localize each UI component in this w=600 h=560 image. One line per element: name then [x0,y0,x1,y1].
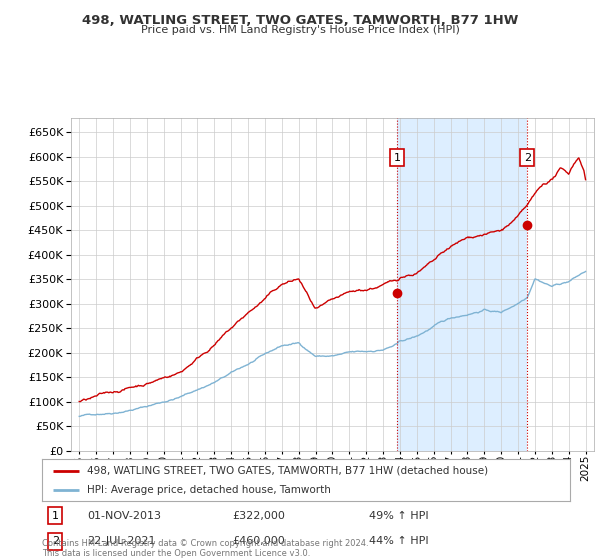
Text: 22-JUL-2021: 22-JUL-2021 [87,536,155,547]
Text: £460,000: £460,000 [232,536,285,547]
Text: 1: 1 [52,511,59,521]
Bar [397,118,527,451]
Text: 498, WATLING STREET, TWO GATES, TAMWORTH, B77 1HW (detached house): 498, WATLING STREET, TWO GATES, TAMWORTH… [87,465,488,475]
Text: 2: 2 [52,536,59,547]
Text: 2: 2 [524,152,531,162]
Text: 44% ↑ HPI: 44% ↑ HPI [370,536,429,547]
Text: 1: 1 [394,152,401,162]
Text: £322,000: £322,000 [232,511,285,521]
Text: 01-NOV-2013: 01-NOV-2013 [87,511,161,521]
Text: HPI: Average price, detached house, Tamworth: HPI: Average price, detached house, Tamw… [87,485,331,495]
Text: 498, WATLING STREET, TWO GATES, TAMWORTH, B77 1HW: 498, WATLING STREET, TWO GATES, TAMWORTH… [82,14,518,27]
Text: Price paid vs. HM Land Registry's House Price Index (HPI): Price paid vs. HM Land Registry's House … [140,25,460,35]
Text: 49% ↑ HPI: 49% ↑ HPI [370,511,429,521]
Text: Contains HM Land Registry data © Crown copyright and database right 2024.
This d: Contains HM Land Registry data © Crown c… [42,539,368,558]
